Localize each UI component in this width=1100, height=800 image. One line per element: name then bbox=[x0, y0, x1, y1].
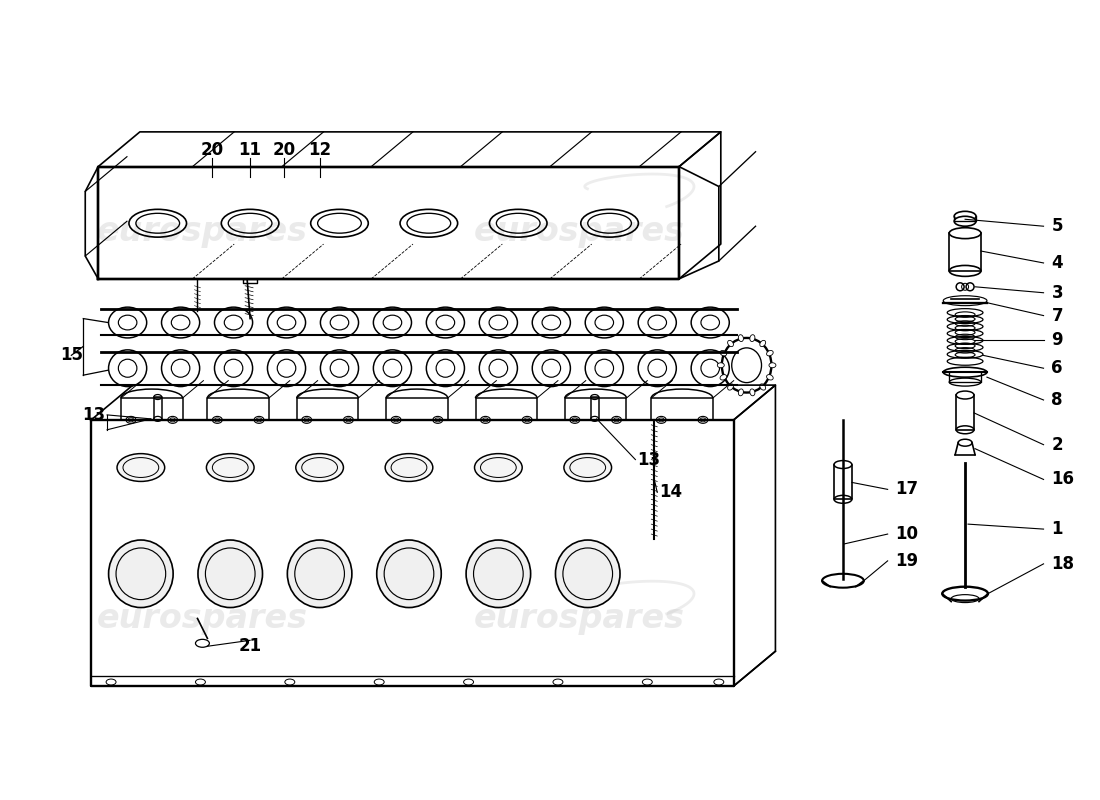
Text: 9: 9 bbox=[1052, 331, 1063, 350]
Ellipse shape bbox=[738, 334, 744, 342]
Ellipse shape bbox=[727, 384, 734, 390]
Text: eurospares: eurospares bbox=[474, 602, 685, 635]
Ellipse shape bbox=[198, 540, 263, 607]
Ellipse shape bbox=[822, 574, 864, 588]
Ellipse shape bbox=[207, 454, 254, 482]
Ellipse shape bbox=[301, 416, 311, 423]
Text: 17: 17 bbox=[895, 480, 918, 498]
Ellipse shape bbox=[522, 416, 532, 423]
Ellipse shape bbox=[717, 362, 724, 368]
Text: 12: 12 bbox=[308, 141, 331, 158]
Ellipse shape bbox=[720, 350, 727, 356]
Ellipse shape bbox=[966, 283, 974, 290]
Ellipse shape bbox=[296, 454, 343, 482]
Text: 8: 8 bbox=[1052, 391, 1063, 409]
Text: 7: 7 bbox=[1052, 306, 1063, 325]
Ellipse shape bbox=[760, 340, 766, 346]
Ellipse shape bbox=[564, 454, 612, 482]
Ellipse shape bbox=[117, 454, 165, 482]
Text: 13: 13 bbox=[637, 450, 660, 469]
Ellipse shape bbox=[714, 679, 724, 685]
Ellipse shape bbox=[463, 679, 473, 685]
Ellipse shape bbox=[760, 384, 766, 390]
Ellipse shape bbox=[834, 495, 851, 503]
Ellipse shape bbox=[196, 639, 209, 647]
Text: 19: 19 bbox=[895, 552, 918, 570]
Ellipse shape bbox=[254, 416, 264, 423]
Ellipse shape bbox=[109, 540, 173, 607]
Ellipse shape bbox=[474, 454, 522, 482]
Ellipse shape bbox=[956, 283, 964, 290]
Ellipse shape bbox=[343, 416, 353, 423]
Text: 13: 13 bbox=[82, 406, 106, 424]
Text: 20: 20 bbox=[273, 141, 296, 158]
Ellipse shape bbox=[949, 228, 981, 238]
Text: 21: 21 bbox=[239, 638, 262, 655]
Ellipse shape bbox=[376, 540, 441, 607]
Ellipse shape bbox=[949, 266, 981, 276]
Ellipse shape bbox=[285, 679, 295, 685]
Ellipse shape bbox=[167, 416, 177, 423]
Ellipse shape bbox=[944, 296, 987, 306]
Ellipse shape bbox=[287, 540, 352, 607]
Ellipse shape bbox=[834, 461, 851, 469]
Text: 4: 4 bbox=[1052, 254, 1063, 272]
Ellipse shape bbox=[738, 389, 744, 396]
Ellipse shape bbox=[106, 679, 116, 685]
Text: 14: 14 bbox=[659, 483, 682, 502]
Ellipse shape bbox=[657, 416, 667, 423]
Ellipse shape bbox=[954, 216, 976, 226]
Ellipse shape bbox=[612, 416, 621, 423]
Ellipse shape bbox=[591, 416, 598, 422]
Ellipse shape bbox=[196, 679, 206, 685]
Text: 5: 5 bbox=[1052, 218, 1063, 235]
Ellipse shape bbox=[956, 391, 974, 399]
Ellipse shape bbox=[943, 586, 988, 601]
Ellipse shape bbox=[956, 426, 974, 434]
Text: eurospares: eurospares bbox=[97, 214, 308, 248]
Ellipse shape bbox=[570, 416, 580, 423]
Text: 1: 1 bbox=[1052, 520, 1063, 538]
Ellipse shape bbox=[954, 211, 976, 222]
Ellipse shape bbox=[385, 454, 432, 482]
Ellipse shape bbox=[212, 416, 222, 423]
Text: 2: 2 bbox=[1052, 436, 1063, 454]
Ellipse shape bbox=[727, 340, 734, 346]
Ellipse shape bbox=[591, 394, 598, 399]
Text: 11: 11 bbox=[239, 141, 262, 158]
Ellipse shape bbox=[944, 367, 987, 377]
Ellipse shape bbox=[949, 378, 981, 386]
Ellipse shape bbox=[698, 416, 708, 423]
Text: eurospares: eurospares bbox=[474, 214, 685, 248]
Ellipse shape bbox=[720, 374, 727, 380]
Ellipse shape bbox=[374, 679, 384, 685]
Text: 18: 18 bbox=[1052, 555, 1075, 573]
Ellipse shape bbox=[392, 416, 402, 423]
Ellipse shape bbox=[767, 350, 773, 356]
Ellipse shape bbox=[126, 416, 136, 423]
Ellipse shape bbox=[958, 439, 972, 446]
Text: 20: 20 bbox=[201, 141, 224, 158]
Ellipse shape bbox=[767, 374, 773, 380]
Ellipse shape bbox=[432, 416, 442, 423]
Text: 16: 16 bbox=[1052, 470, 1075, 489]
Ellipse shape bbox=[481, 416, 491, 423]
Text: 6: 6 bbox=[1052, 359, 1063, 378]
Ellipse shape bbox=[154, 416, 162, 422]
Ellipse shape bbox=[769, 362, 776, 368]
Text: 15: 15 bbox=[59, 346, 82, 364]
Text: eurospares: eurospares bbox=[97, 602, 308, 635]
Ellipse shape bbox=[750, 389, 755, 396]
Text: 10: 10 bbox=[895, 525, 918, 543]
Ellipse shape bbox=[556, 540, 620, 607]
Text: 3: 3 bbox=[1052, 284, 1063, 302]
Ellipse shape bbox=[750, 334, 755, 342]
Ellipse shape bbox=[642, 679, 652, 685]
Ellipse shape bbox=[466, 540, 530, 607]
Ellipse shape bbox=[154, 394, 162, 399]
Ellipse shape bbox=[553, 679, 563, 685]
